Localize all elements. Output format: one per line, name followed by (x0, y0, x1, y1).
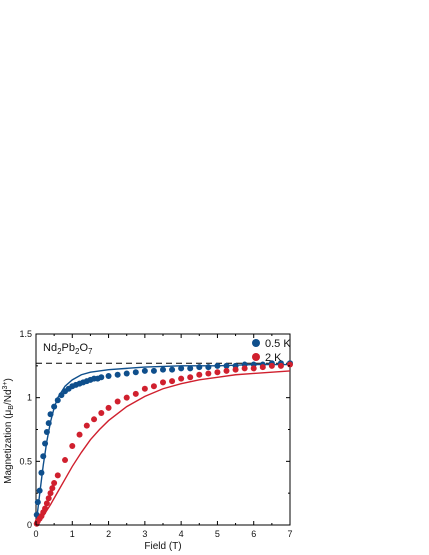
data-point-0.5K (205, 364, 212, 371)
data-point-2K (49, 485, 56, 492)
data-point-2K (214, 369, 221, 376)
data-point-2K (268, 362, 275, 369)
data-point-0.5K (196, 364, 203, 371)
data-point-0.5K (150, 367, 157, 374)
y-tick-label-1: 1 (27, 393, 32, 403)
data-point-2K (187, 374, 194, 381)
data-points (33, 360, 293, 527)
legend-label-2K: 2 K (265, 352, 282, 364)
data-point-0.5K (132, 369, 139, 376)
x-tick-label-5: 5 (215, 529, 220, 539)
data-point-0.5K (58, 392, 65, 399)
legend-marker-0.5K (252, 339, 260, 347)
x-tick-label-3: 3 (142, 529, 147, 539)
data-point-0.5K (54, 397, 61, 404)
data-point-0.5K (223, 362, 230, 369)
data-point-0.5K (40, 453, 47, 460)
data-point-0.5K (169, 366, 176, 373)
data-point-0.5K (47, 411, 54, 418)
data-point-2K (277, 362, 284, 369)
data-point-0.5K (45, 420, 52, 427)
data-point-0.5K (43, 429, 50, 436)
y-axis-label: Magnetization (μB/Nd3+) (2, 378, 15, 484)
data-point-0.5K (51, 403, 58, 410)
data-point-2K (232, 366, 239, 373)
x-tick-label-0: 0 (33, 529, 38, 539)
x-tick-label-6: 6 (251, 529, 256, 539)
data-point-2K (223, 367, 230, 374)
data-point-0.5K (187, 365, 194, 372)
x-tick-label-4: 4 (179, 529, 184, 539)
legend-label-0.5K: 0.5 K (265, 338, 291, 350)
data-point-2K (141, 385, 148, 392)
x-tick-label-2: 2 (106, 529, 111, 539)
data-point-2K (98, 409, 105, 416)
data-point-0.5K (141, 367, 148, 374)
data-point-0.5K (214, 362, 221, 369)
data-point-2K (132, 390, 139, 397)
x-axis-label: Field (T) (144, 541, 181, 552)
data-point-2K (42, 505, 49, 512)
axis-ticks: 0 1 2 3 4 5 6 7 0 0.5 1 1.5 (19, 329, 292, 539)
data-point-2K (178, 375, 185, 382)
data-point-0.5K (123, 370, 130, 377)
fit-curve-1 (35, 370, 291, 526)
data-point-2K (160, 379, 166, 386)
data-point-2K (114, 398, 121, 405)
data-point-0.5K (34, 499, 41, 506)
data-point-2K (45, 495, 52, 502)
data-point-2K (123, 394, 130, 401)
data-point-2K (105, 404, 112, 411)
data-point-2K (69, 443, 76, 450)
data-point-0.5K (38, 469, 45, 476)
x-tick-label-7: 7 (287, 529, 292, 539)
data-point-2K (196, 371, 203, 378)
legend: 0.5 K 2 K (252, 338, 291, 364)
y-tick-label-0: 0 (27, 520, 32, 530)
data-point-2K (259, 364, 266, 371)
x-tick-label-1: 1 (70, 529, 75, 539)
data-point-0.5K (114, 371, 121, 378)
data-point-0.5K (178, 365, 185, 372)
data-point-2K (150, 383, 157, 390)
data-point-2K (241, 365, 248, 372)
data-point-0.5K (36, 487, 43, 494)
data-point-2K (250, 365, 257, 372)
data-point-2K (43, 500, 50, 507)
data-point-0.5K (160, 366, 166, 373)
y-tick-label-0.5: 0.5 (19, 456, 32, 466)
compound-annotation: Nd2Pb2O7 (43, 342, 93, 356)
data-point-0.5K (42, 440, 49, 447)
data-point-2K (54, 472, 61, 479)
data-point-2K (83, 422, 90, 429)
data-point-0.5K (98, 374, 105, 381)
data-point-2K (169, 378, 176, 385)
data-point-2K (62, 457, 69, 464)
data-point-2K (287, 361, 293, 368)
data-point-0.5K (105, 373, 112, 380)
legend-marker-2K (252, 353, 260, 361)
data-point-2K (51, 479, 58, 486)
data-point-2K (76, 431, 83, 438)
data-point-2K (47, 490, 54, 497)
data-point-2K (205, 370, 212, 377)
data-point-2K (91, 416, 98, 423)
y-tick-label-1.5: 1.5 (19, 329, 32, 339)
